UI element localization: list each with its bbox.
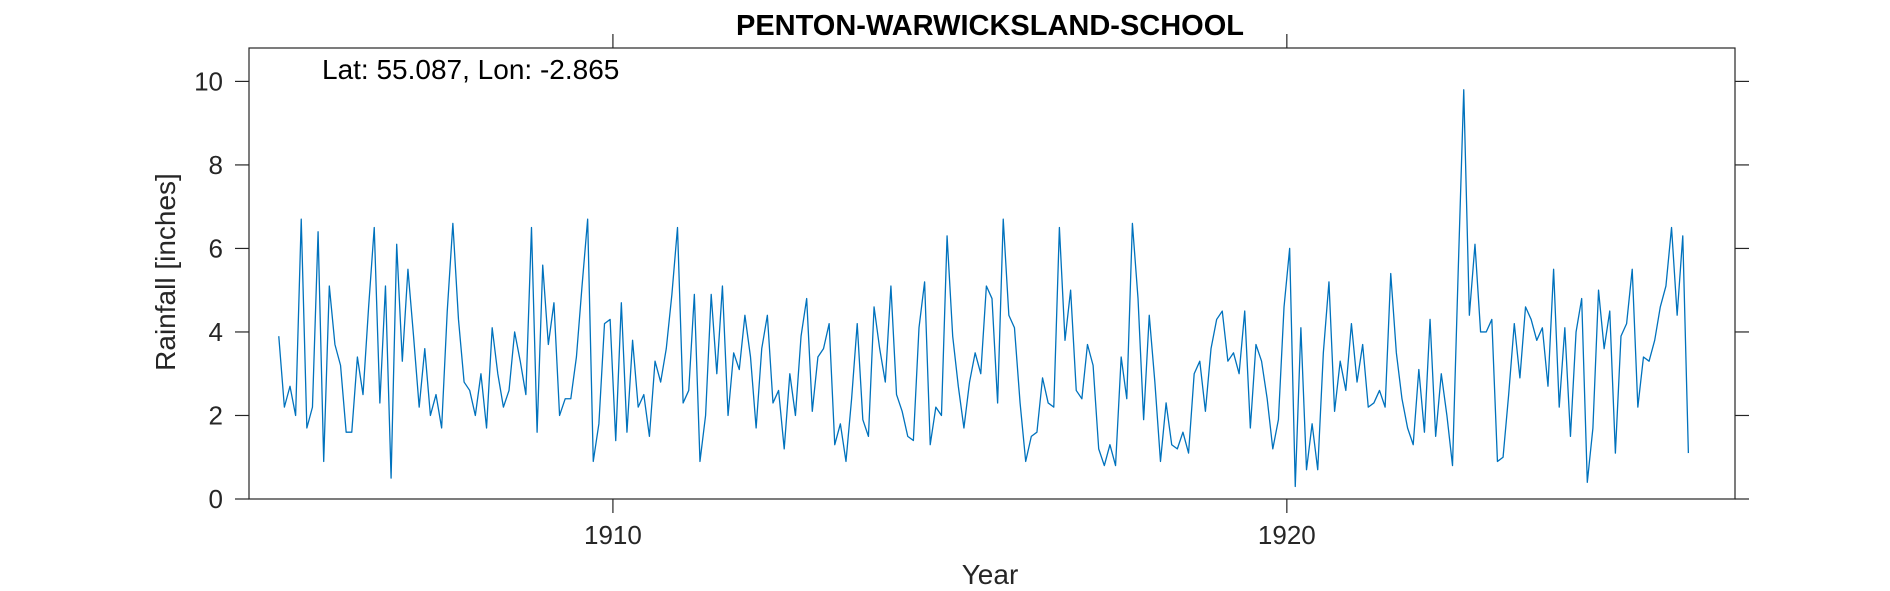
x-axis-label: Year <box>962 559 1019 590</box>
plot-area-box <box>248 47 1736 500</box>
rainfall-line <box>278 89 1690 488</box>
y-tick-label: 10 <box>194 66 223 96</box>
y-tick-label: 4 <box>209 317 223 347</box>
y-tick-label: 0 <box>209 484 223 514</box>
y-tick-label: 2 <box>209 400 223 430</box>
y-axis-ticks: 0 2 4 6 8 10 <box>194 66 1749 514</box>
chart-title: PENTON-WARWICKSLAND-SCHOOL <box>736 10 1244 42</box>
x-tick-label: 1910 <box>584 520 642 550</box>
y-tick-label: 6 <box>209 233 223 263</box>
plot-frame <box>248 47 1736 500</box>
y-tick-label: 8 <box>209 150 223 180</box>
x-axis-ticks: 1910 1920 <box>584 34 1316 550</box>
x-tick-label: 1920 <box>1258 520 1316 550</box>
rainfall-series <box>278 89 1690 488</box>
location-annotation: Lat: 55.087, Lon: -2.865 <box>322 54 619 85</box>
y-axis-label: Rainfall [inches] <box>150 173 181 371</box>
